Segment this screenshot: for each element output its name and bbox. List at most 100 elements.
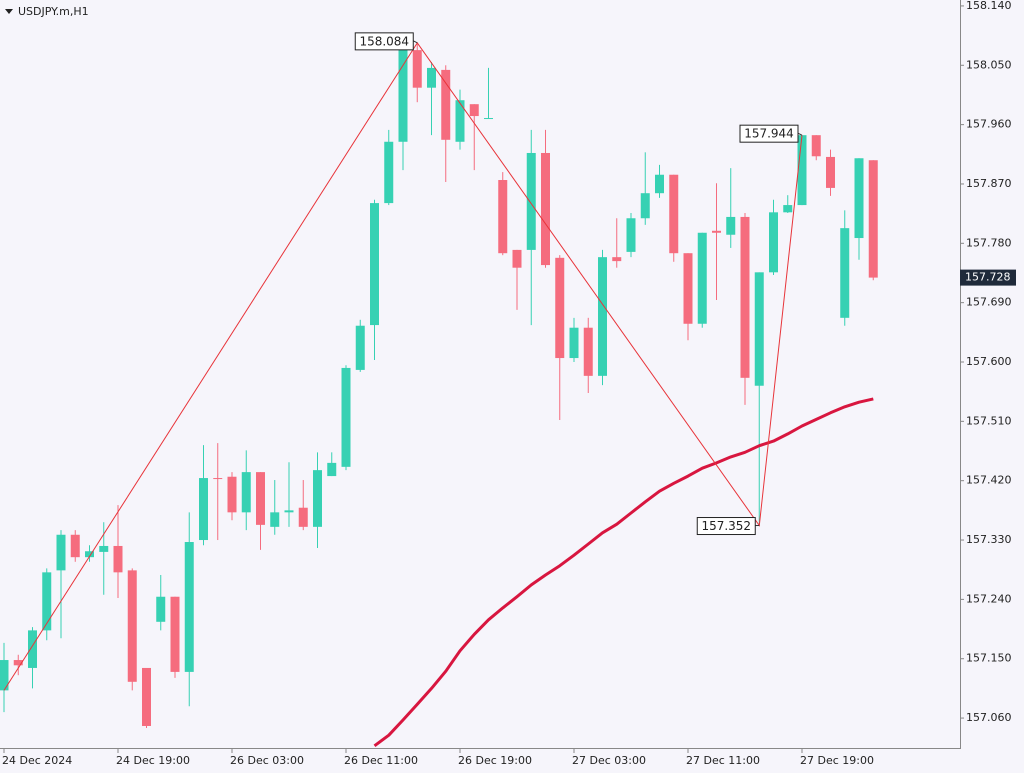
candle-body <box>341 367 351 467</box>
candle-body <box>213 478 223 480</box>
candle-body <box>241 472 251 513</box>
candle-body <box>455 100 465 142</box>
zigzag-line <box>3 42 803 691</box>
y-tick-label: 157.690 <box>966 296 1012 309</box>
candle-body <box>683 253 693 324</box>
candle-body <box>355 325 365 370</box>
y-tick-label: 157.510 <box>966 414 1012 427</box>
zigzag-label-leader <box>413 40 418 44</box>
candle-body <box>412 50 422 88</box>
y-tick-label: 157.330 <box>966 533 1012 546</box>
candle-body <box>769 212 778 273</box>
candle-body <box>384 141 394 204</box>
last-price-box <box>960 269 1016 286</box>
last-price-label: 157.728 <box>965 271 1011 284</box>
candle-body <box>256 472 265 525</box>
y-tick-label: 157.150 <box>966 652 1012 665</box>
candle-body <box>28 630 37 668</box>
candle-body <box>156 596 166 622</box>
symbol-menu-icon[interactable] <box>5 9 13 14</box>
candle-body <box>669 174 679 254</box>
candle-body <box>184 542 194 672</box>
candle-body <box>370 203 379 326</box>
candle-body <box>398 48 408 142</box>
candle-body <box>313 470 322 527</box>
candle-body <box>583 327 593 376</box>
chart-title[interactable]: USDJPY.m,H1 <box>18 5 89 18</box>
candle-body <box>284 510 294 513</box>
candle-body <box>854 158 864 239</box>
candle-body <box>199 478 208 541</box>
y-tick-label: 158.050 <box>966 58 1012 71</box>
y-tick-label: 157.960 <box>966 118 1012 131</box>
candle-body <box>227 476 237 513</box>
candle-body <box>783 205 793 213</box>
candle-body <box>441 69 451 140</box>
moving-average-line <box>373 397 874 748</box>
candle-body <box>826 156 835 188</box>
candle-body <box>740 216 750 378</box>
y-tick-label: 157.600 <box>966 355 1012 368</box>
candle-body <box>697 232 707 324</box>
candle-body <box>327 462 337 477</box>
candle-body <box>469 104 479 117</box>
candle-body <box>13 660 23 666</box>
y-tick-label: 157.060 <box>966 711 1012 724</box>
candle-body <box>0 660 9 691</box>
candle-body <box>811 135 821 157</box>
zigzag-label-box <box>739 124 799 143</box>
candle-body <box>70 534 80 558</box>
candle-body <box>484 118 493 120</box>
candle-body <box>270 512 280 527</box>
x-tick-label: 27 Dec 19:00 <box>800 754 874 767</box>
candle-body <box>840 228 850 318</box>
candle-body <box>85 551 94 558</box>
zigzag-label-box <box>354 32 414 51</box>
candle-body <box>142 667 151 726</box>
candle-body <box>56 534 66 571</box>
candle-body <box>868 160 878 278</box>
candle-body <box>99 545 109 552</box>
zigzag-label: 158.084 <box>359 34 409 48</box>
candle-body <box>626 218 636 252</box>
candle-body <box>569 327 579 359</box>
x-tick-label: 24 Dec 19:00 <box>116 754 190 767</box>
candle-body <box>170 596 180 672</box>
x-tick-label: 27 Dec 11:00 <box>686 754 760 767</box>
y-tick-label: 157.420 <box>966 474 1012 487</box>
plot: 158.084 157.352 157.944 <box>0 32 878 748</box>
x-tick-label: 26 Dec 03:00 <box>230 754 304 767</box>
candle-body <box>42 572 52 631</box>
candle-body <box>498 180 508 254</box>
candle-body <box>797 135 807 206</box>
candle-body <box>598 257 607 376</box>
candle-body <box>512 249 522 268</box>
candle-body <box>640 193 650 219</box>
candle-body <box>754 272 764 386</box>
x-tick-label: 26 Dec 11:00 <box>344 754 418 767</box>
candle-body <box>541 152 550 266</box>
zigzag-label: 157.944 <box>744 127 794 141</box>
y-tick-label: 157.870 <box>966 177 1012 190</box>
candle-body <box>655 174 664 194</box>
x-tick-label: 26 Dec 19:00 <box>458 754 532 767</box>
x-tick-label: 24 Dec 2024 <box>2 754 72 767</box>
zigzag-label-leader <box>797 132 803 136</box>
y-tick-label: 158.140 <box>966 0 1012 12</box>
zigzag-label: 157.352 <box>701 519 751 533</box>
candle-body <box>127 570 137 682</box>
candle-body <box>555 257 565 359</box>
candle-body <box>612 257 622 262</box>
candle-body <box>712 230 721 233</box>
y-tick-label: 157.240 <box>966 592 1012 605</box>
x-tick-label: 27 Dec 03:00 <box>572 754 646 767</box>
candle-body <box>526 152 536 250</box>
zigzag-label-box <box>696 517 756 536</box>
candle-body <box>113 545 123 573</box>
candle-body <box>298 507 308 527</box>
candle-body <box>427 67 436 88</box>
candle-body <box>726 216 736 235</box>
